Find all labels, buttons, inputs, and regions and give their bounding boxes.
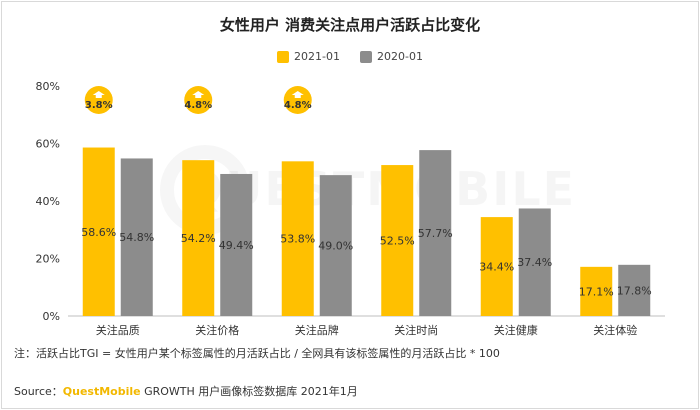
bar-value-label: 34.4%	[479, 261, 514, 274]
category-label: 关注品质	[96, 323, 140, 337]
category-label: 关注时尚	[394, 323, 438, 337]
bar-value-label: 53.8%	[280, 233, 315, 246]
source-line: Source：QuestMobile GROWTH 用户画像标签数据库 2021…	[14, 383, 358, 399]
y-tick-label: 0%	[43, 310, 60, 323]
bar-value-label: 52.5%	[380, 235, 415, 248]
source-brand: QuestMobile	[62, 385, 141, 398]
legend-item-2020: 2020-01	[360, 50, 423, 63]
increase-icon	[92, 91, 105, 98]
tgi-badge-label: 4.8%	[184, 100, 212, 111]
legend-label-2021: 2021-01	[294, 50, 340, 63]
bar	[618, 264, 651, 316]
category-label: 关注品牌	[295, 323, 339, 337]
bar-value-label: 54.8%	[119, 231, 154, 244]
bar	[182, 160, 215, 316]
increase-icon	[291, 91, 304, 98]
legend-swatch-2020	[360, 50, 372, 63]
bar	[220, 173, 253, 316]
y-tick-label: 60%	[36, 138, 60, 151]
bar-value-label: 17.8%	[617, 284, 652, 297]
bar	[82, 147, 115, 316]
bar-value-label: 57.7%	[418, 227, 453, 240]
bar	[518, 208, 551, 316]
bar-value-label: 49.0%	[318, 240, 353, 253]
tgi-badge-label: 3.8%	[85, 100, 113, 111]
chart-note: 注：活跃占比TGI = 女性用户某个标签属性的月活跃占比 / 全网具有该标签属性…	[14, 347, 500, 360]
category-label: 关注健康	[494, 323, 538, 337]
legend-label-2020: 2020-01	[377, 50, 423, 63]
bar	[480, 217, 513, 316]
source-prefix: Source：	[14, 385, 63, 398]
category-label: 关注体验	[593, 323, 637, 337]
increase-icon	[192, 91, 205, 98]
bar	[120, 158, 153, 316]
bar	[281, 161, 314, 316]
bar-value-label: 17.1%	[579, 285, 614, 298]
legend: 2021-01 2020-01	[0, 50, 700, 63]
bar-value-label: 54.2%	[181, 232, 216, 245]
bar-value-label: 37.4%	[517, 256, 552, 269]
legend-item-2021: 2021-01	[277, 50, 340, 63]
bar-value-label: 58.6%	[81, 226, 116, 239]
bar	[580, 266, 613, 316]
bar	[381, 165, 414, 316]
source-suffix: GROWTH 用户画像标签数据库 2021年1月	[140, 385, 358, 398]
y-tick-label: 80%	[36, 80, 60, 93]
legend-swatch-2021	[277, 50, 290, 63]
tgi-badge	[283, 86, 312, 114]
y-tick-label: 40%	[36, 195, 60, 208]
bar	[319, 175, 352, 316]
tgi-badge	[184, 86, 213, 114]
bar-chart: QUESTMOBILE0%20%40%60%80%58.6%54.8%关注品质5…	[36, 80, 665, 337]
bar-value-label: 49.4%	[219, 239, 254, 252]
tgi-badge	[84, 86, 113, 114]
y-tick-label: 20%	[36, 253, 60, 266]
bar	[419, 150, 452, 316]
category-label: 关注价格	[195, 323, 239, 337]
tgi-badge-label: 4.8%	[284, 100, 312, 111]
chart-title: 女性用户 消费关注点用户活跃占比变化	[219, 16, 481, 34]
